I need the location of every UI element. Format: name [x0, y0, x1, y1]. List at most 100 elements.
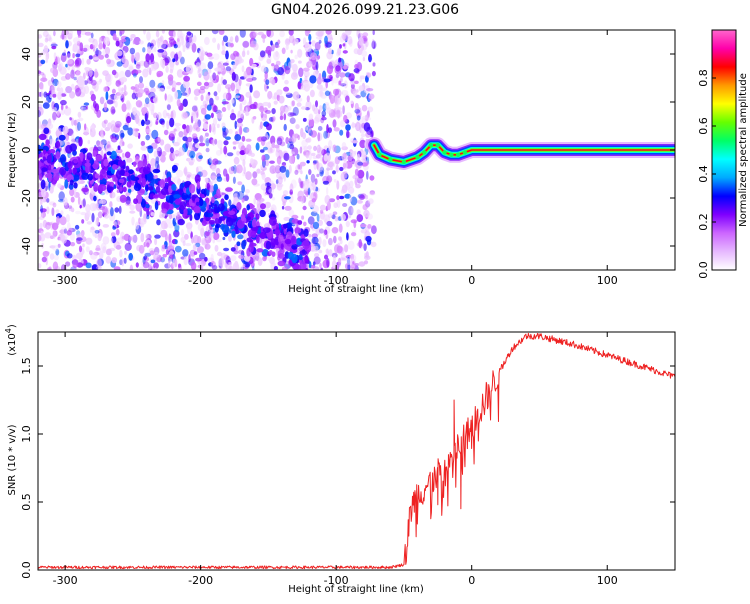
noise-blob: [88, 67, 93, 78]
noise-blob: [271, 78, 276, 86]
noise-blob: [319, 169, 324, 177]
noise-blob: [40, 77, 48, 82]
noise-blob: [83, 102, 90, 106]
noise-blob: [129, 210, 136, 214]
noise-blob: [191, 43, 197, 53]
noise-blob: [238, 58, 244, 64]
noise-blob: [184, 233, 189, 240]
noise-blob: [117, 85, 121, 94]
diagonal-trace-blob: [144, 184, 149, 192]
noise-blob: [228, 128, 233, 134]
snr-x-tick-label: -100: [324, 574, 349, 587]
diagonal-trace-blob: [128, 169, 134, 175]
noise-blob: [185, 139, 189, 149]
noise-blob: [306, 95, 310, 103]
diagonal-trace-blob: [259, 209, 266, 218]
noise-blob: [185, 40, 190, 51]
noise-blob: [269, 256, 275, 265]
diagonal-trace-blob: [64, 179, 69, 189]
noise-blob: [146, 153, 149, 161]
diagonal-trace-blob: [41, 167, 48, 173]
noise-blob: [77, 30, 82, 37]
noise-blob: [65, 214, 70, 223]
noise-blob: [327, 213, 333, 219]
snr-x-tick-label: 0: [468, 574, 475, 587]
diagonal-trace-blob: [135, 180, 138, 189]
noise-blob: [158, 87, 165, 92]
noise-blob: [351, 140, 359, 144]
noise-blob: [314, 178, 318, 185]
noise-blob: [82, 243, 85, 248]
diagonal-trace-blob: [291, 243, 298, 250]
noise-blob: [251, 63, 257, 68]
noise-blob: [288, 194, 294, 204]
noise-blob: [149, 45, 155, 54]
noise-blob: [339, 120, 346, 128]
noise-blob: [134, 83, 139, 93]
noise-blob: [95, 245, 101, 251]
noise-blob: [105, 71, 109, 78]
noise-blob: [205, 93, 211, 102]
noise-blob: [182, 79, 190, 89]
noise-blob: [365, 131, 371, 138]
noise-blob: [39, 222, 43, 229]
noise-blob: [340, 213, 347, 221]
noise-blob: [171, 87, 176, 92]
noise-blob: [80, 105, 84, 110]
diagonal-trace-blob: [142, 166, 151, 175]
snr-x-tick-label: -200: [188, 574, 213, 587]
noise-blob: [119, 249, 123, 258]
diagonal-trace-blob: [79, 151, 84, 162]
noise-blob: [150, 259, 156, 264]
noise-blob: [98, 54, 105, 60]
noise-blob: [48, 266, 52, 270]
snr-ticks: -300 -200 -100 0 100 0.0 0.5 1.0 1.5: [20, 332, 675, 587]
noise-blob: [126, 102, 132, 111]
diagonal-trace-blob: [130, 174, 136, 181]
noise-blob: [145, 90, 151, 96]
noise-blob: [164, 219, 172, 224]
noise-blob: [181, 36, 184, 46]
noise-blob: [183, 75, 191, 82]
noise-blob: [372, 30, 375, 36]
noise-blob: [182, 112, 190, 119]
noise-blob: [128, 252, 133, 261]
noise-blob: [331, 214, 336, 220]
noise-blob: [326, 107, 332, 114]
noise-blob: [246, 128, 250, 133]
noise-blob: [126, 116, 132, 124]
noise-blob: [38, 104, 43, 109]
noise-blob: [65, 105, 68, 109]
colorbar-label: Normalized spectral amplitude: [738, 73, 749, 227]
noise-blob: [72, 258, 79, 269]
noise-blob: [52, 230, 56, 239]
noise-blob: [358, 239, 363, 249]
noise-blob: [253, 90, 261, 99]
noise-blob: [166, 120, 170, 130]
noise-blob: [322, 103, 327, 112]
noise-blob: [38, 106, 44, 116]
noise-blob: [96, 258, 102, 268]
noise-blob: [369, 175, 375, 181]
noise-blob: [76, 237, 83, 241]
noise-blob: [234, 35, 239, 43]
noise-blob: [368, 93, 375, 100]
noise-blob: [153, 262, 159, 269]
noise-blob: [345, 112, 352, 119]
noise-blob: [40, 211, 47, 218]
noise-blob: [324, 254, 328, 260]
noise-blob: [119, 259, 123, 266]
noise-blob: [66, 53, 71, 59]
noise-blob: [212, 37, 217, 43]
noise-blob: [146, 111, 149, 119]
noise-blob: [323, 130, 328, 139]
noise-blob: [241, 50, 246, 58]
noise-blob: [197, 69, 204, 77]
noise-blob: [143, 255, 148, 261]
noise-blob: [310, 52, 318, 61]
noise-blob: [71, 133, 75, 141]
noise-blob: [127, 143, 133, 149]
noise-blob: [121, 235, 129, 240]
noise-blob: [218, 257, 224, 267]
noise-blob: [45, 34, 52, 42]
